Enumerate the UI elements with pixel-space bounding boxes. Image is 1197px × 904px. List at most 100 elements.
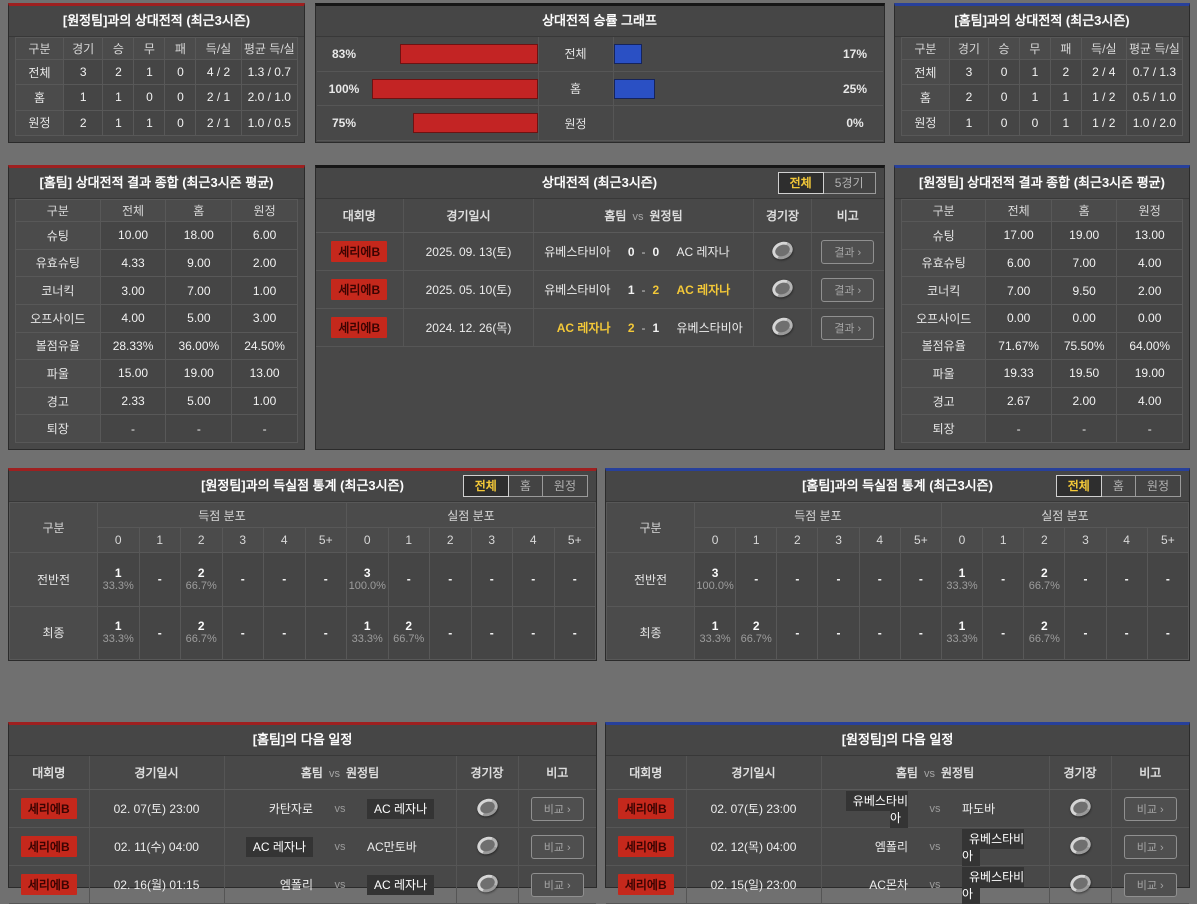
cell: -	[231, 414, 298, 443]
stadium-icon[interactable]	[1067, 795, 1093, 819]
cell: 4.33	[99, 248, 167, 278]
home-bar-zone	[372, 113, 538, 134]
cell: 2 / 1	[195, 109, 242, 137]
panel-title: [원정팀]과의 상대전적 (최근3시즌)	[62, 13, 251, 28]
stadium-icon[interactable]	[769, 276, 796, 300]
home-team-name: AC몬차	[869, 878, 908, 892]
panel-title: [홈팀]과의 상대전적 (최근3시즌)	[954, 13, 1130, 28]
tab-all[interactable]: 전체	[462, 475, 509, 497]
panel-goals-vs-away: [원정팀]과의 득실점 통계 (최근3시즌) 전체 홈 원정 구분 득점 분포 …	[8, 468, 597, 661]
goals-home-table: 구분 득점 분포 실점 분포 0 1 2 3 4 5+ 0 1 2	[606, 502, 1190, 660]
col-header: 대회명	[9, 756, 89, 790]
compare-button[interactable]: 비교 ›	[1123, 872, 1177, 897]
away-team-name: 유베스타비아	[676, 321, 743, 335]
row-label: 최종	[606, 605, 695, 660]
row-label: 전체	[15, 58, 64, 86]
stadium-icon[interactable]	[474, 795, 500, 819]
stadium-icon[interactable]	[474, 833, 500, 857]
league-cell: 세리에B	[315, 270, 404, 309]
cell: 19.00	[165, 359, 233, 388]
result-button[interactable]: 결과 ›	[821, 277, 875, 302]
result-button[interactable]: 결과 ›	[821, 315, 875, 340]
dist-cell: -	[899, 605, 942, 660]
compare-button[interactable]: 비교 ›	[530, 834, 584, 859]
league-badge: 세리에B	[20, 874, 77, 895]
dist-cell: -	[1064, 552, 1107, 607]
dist-cell: -	[553, 605, 596, 660]
schedule-away-table: 대회명 경기일시 홈팀 vs 원정팀 경기장 비고 세리에B 02. 07(토) 2…	[606, 756, 1189, 904]
row-label: 경고	[15, 386, 101, 416]
tab-all[interactable]: 전체	[1055, 475, 1102, 497]
cell: 3	[948, 58, 990, 86]
stadium-cell	[753, 308, 812, 347]
cell: 19.33	[985, 359, 1052, 388]
away-bar-zone	[613, 43, 828, 64]
tab-away[interactable]: 원정	[542, 475, 588, 497]
dist-cell: -	[817, 552, 860, 607]
cell: 15.00	[99, 359, 167, 388]
col-header: 5+	[304, 527, 347, 553]
stadium-cell	[455, 865, 518, 904]
vs-label: vs	[929, 878, 941, 891]
score-separator: -	[641, 282, 646, 297]
chart-row: 100% 홈 25%	[316, 71, 883, 107]
stadium-cell	[455, 789, 518, 828]
middle-row: [홈팀] 상대전적 결과 종합 (최근3시즌 평균) 구분 전체 홈 원정 슈팅…	[8, 165, 1190, 450]
row-label: 전체	[901, 58, 950, 86]
cell: -	[1116, 414, 1183, 443]
compare-button[interactable]: 비교 ›	[1123, 834, 1177, 859]
stadium-icon[interactable]	[769, 314, 796, 338]
compare-button[interactable]: 비교 ›	[530, 872, 584, 897]
cell: 1 / 2	[1080, 84, 1127, 111]
compare-button[interactable]: 비교 ›	[1123, 796, 1177, 821]
cell: 3.00	[99, 276, 167, 305]
table-row: 원정 1 0 0 1 1 / 2 1.0 / 2.0	[901, 109, 1184, 137]
match-date: 02. 15(일) 23:00	[685, 865, 821, 904]
row-label: 전반전	[9, 552, 98, 607]
result-button[interactable]: 결과 ›	[821, 239, 875, 264]
away-win-pct-label: 17%	[842, 46, 868, 61]
dist-cell: 2 66.7%	[735, 605, 778, 660]
home-win-pct-label: 100%	[328, 81, 360, 96]
goals-filter-tabs: 전체 홈 원정	[462, 475, 588, 497]
tab-5games[interactable]: 5경기	[823, 172, 876, 194]
stadium-icon[interactable]	[1067, 833, 1093, 857]
table-row: 파울 19.33 19.50 19.00	[900, 359, 1183, 388]
tab-away[interactable]: 원정	[1135, 475, 1181, 497]
table-row: 퇴장 - - -	[900, 414, 1183, 443]
col-header: 경기	[948, 37, 990, 60]
dist-cell: -	[1105, 605, 1148, 660]
col-header: 패	[1049, 37, 1082, 60]
league-cell: 세리에B	[315, 232, 404, 271]
col-header: 2	[776, 527, 819, 553]
table-row: 전반전 3 100.0% - - - - - 1 33.3% - 2 66.7% - …	[606, 552, 1190, 607]
away-win-bar	[613, 43, 642, 64]
panel-title-bar: 상대전적 승률 그래프	[315, 6, 884, 37]
cell: 1	[133, 58, 166, 86]
summary-away-table: 구분 전체 홈 원정 슈팅 17.00 19.00 13.00	[900, 199, 1183, 443]
row-label: 전반전	[606, 552, 695, 607]
tab-all[interactable]: 전체	[777, 172, 824, 194]
col-header: 1	[387, 527, 430, 553]
col-header: 비고	[1110, 756, 1189, 790]
vs-header: vs	[328, 768, 340, 780]
cell: 18.00	[165, 221, 233, 250]
compare-button[interactable]: 비교 ›	[530, 796, 584, 821]
cell: -	[1050, 414, 1118, 443]
dist-cell: -	[470, 605, 513, 660]
cell: 13.00	[1116, 221, 1183, 250]
cell: 1.0 / 2.0	[1125, 109, 1184, 137]
stadium-icon[interactable]	[474, 871, 500, 895]
col-header: 1	[982, 527, 1025, 553]
stadium-icon[interactable]	[1067, 871, 1093, 895]
cell: 1.00	[231, 386, 298, 416]
table-row: 볼점유율 71.67% 75.50% 64.00%	[900, 331, 1183, 361]
tab-home[interactable]: 홈	[508, 475, 543, 497]
cell: 6.00	[985, 248, 1052, 278]
dist-cell: 2 66.7%	[180, 605, 223, 660]
stadium-icon[interactable]	[769, 238, 796, 262]
tab-home[interactable]: 홈	[1101, 475, 1136, 497]
note-cell: 비교 ›	[517, 789, 596, 828]
league-cell: 세리에B	[9, 789, 89, 828]
col-header: 3	[1064, 527, 1107, 553]
